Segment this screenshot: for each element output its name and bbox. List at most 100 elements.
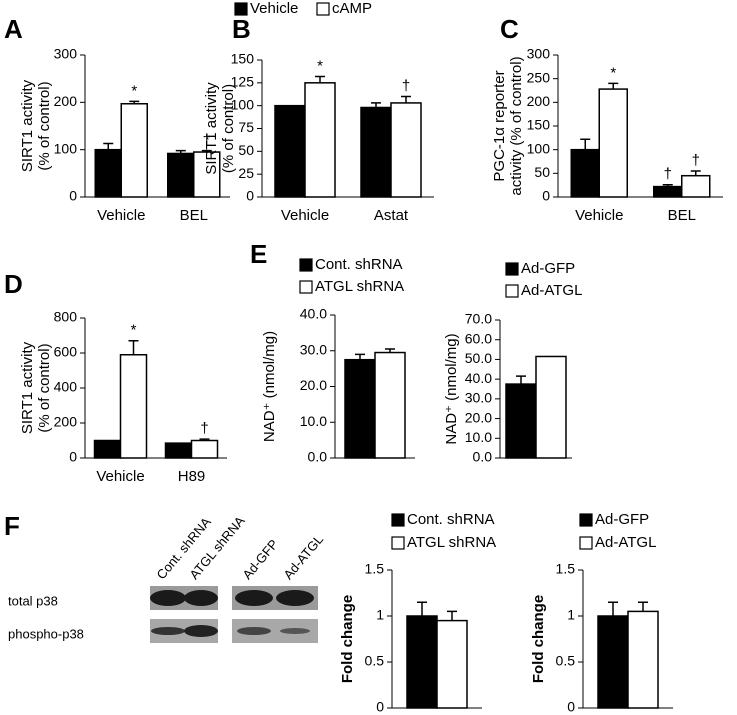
annotation: *	[317, 57, 323, 74]
y-axis-label: NAD⁺ (nmol/mg)	[443, 333, 460, 444]
bar	[570, 148, 600, 198]
y-tick-label: 100	[527, 140, 551, 156]
lane-label: Ad-ATGL	[280, 532, 326, 582]
error-bar	[128, 340, 139, 355]
y-axis-label: Fold change	[530, 595, 547, 683]
y-axis-label: NAD⁺ (nmol/mg)	[261, 331, 278, 442]
y-tick-label: 800	[54, 309, 78, 325]
annotation: †	[200, 420, 208, 437]
y-tick-label: 250	[527, 69, 551, 85]
bar	[344, 358, 376, 459]
y-tick-label: 75	[238, 119, 254, 135]
bar	[390, 102, 422, 198]
legend-label: Ad-GFP	[595, 511, 649, 528]
y-tick-label: 300	[527, 46, 551, 62]
y-axis-label: (% of control)	[36, 343, 53, 432]
legend-label: Cont. shRNA	[407, 511, 495, 528]
bar	[597, 615, 629, 709]
bar	[94, 148, 122, 198]
error-bar	[199, 438, 210, 441]
y-tick-label: 0	[69, 188, 77, 204]
error-bar	[401, 95, 411, 103]
y-axis-label: (% of control)	[220, 84, 237, 173]
y-tick-label: 1.5	[556, 561, 576, 577]
y-tick-label: 50	[534, 164, 550, 180]
bar	[598, 88, 628, 198]
error-bar	[385, 348, 395, 353]
x-tick-label: Vehicle	[96, 468, 144, 485]
y-tick-label: 20.0	[300, 377, 327, 393]
y-tick-label: 40.0	[465, 370, 492, 386]
y-tick-label: 20.0	[465, 409, 492, 425]
band	[184, 625, 218, 637]
y-tick-label: 30.0	[300, 341, 327, 357]
error-bar	[580, 138, 591, 150]
y-tick-label: 50	[238, 142, 254, 158]
bar	[193, 151, 221, 198]
legend-swatch	[579, 513, 593, 527]
y-tick-label: 600	[54, 344, 78, 360]
bar	[190, 439, 219, 459]
x-tick-label: Vehicle	[575, 207, 623, 224]
legend-swatch	[316, 2, 330, 16]
bar	[274, 104, 306, 198]
bar	[167, 152, 195, 198]
y-tick-label: 0	[69, 449, 77, 465]
y-axis-label: activity (% of control)	[508, 56, 525, 195]
legend-label: ATGL shRNA	[407, 534, 496, 551]
legend-label: ATGL shRNA	[315, 278, 404, 295]
legend-label: Ad-ATGL	[595, 534, 656, 551]
error-bar	[355, 353, 365, 360]
y-tick-label: 200	[54, 93, 78, 109]
legend-label: cAMP	[332, 0, 372, 17]
x-tick-label: Vehicle	[281, 207, 329, 224]
legend-swatch	[299, 258, 313, 272]
panel-letter: C	[500, 14, 519, 44]
y-axis-label: PGC-1α reporter	[491, 70, 508, 181]
legend-swatch	[579, 536, 593, 550]
y-tick-label: 0.0	[473, 449, 493, 465]
y-tick-label: 150	[527, 117, 551, 133]
y-axis-label: Fold change	[339, 595, 356, 683]
y-axis-label: SIRT1 activity	[203, 82, 220, 175]
bar	[164, 442, 193, 459]
bar	[93, 439, 122, 459]
y-tick-label: 125	[231, 74, 255, 90]
y-tick-label: 0	[567, 699, 575, 715]
error-bar	[129, 100, 140, 104]
legend-swatch	[234, 2, 248, 16]
y-axis-label: SIRT1 activity	[19, 79, 36, 172]
band	[150, 590, 186, 606]
error-bar	[690, 170, 701, 176]
bar	[374, 351, 406, 459]
y-tick-label: 25	[238, 165, 254, 181]
error-bar	[662, 183, 673, 187]
bar	[406, 615, 438, 709]
error-bar	[175, 149, 186, 154]
band	[280, 628, 310, 634]
bar	[627, 610, 659, 709]
y-tick-label: 0.0	[308, 449, 328, 465]
legend-swatch	[505, 262, 519, 276]
y-axis-label: SIRT1 activity	[19, 341, 36, 434]
y-tick-label: 100	[54, 140, 78, 156]
annotation: *	[131, 322, 137, 339]
y-tick-label: 10.0	[300, 413, 327, 429]
y-tick-label: 1	[567, 607, 575, 623]
y-tick-label: 200	[54, 414, 78, 430]
y-tick-label: 1	[376, 607, 384, 623]
x-tick-label: Vehicle	[97, 207, 145, 224]
western-blot	[150, 586, 318, 643]
error-bar	[608, 82, 619, 90]
x-tick-label: BEL	[180, 207, 208, 224]
legend-swatch	[391, 536, 405, 550]
lane-label: Ad-GFP	[239, 537, 281, 583]
y-tick-label: 40.0	[300, 306, 327, 322]
y-tick-label: 60.0	[465, 330, 492, 346]
bar	[360, 106, 392, 198]
x-tick-label: BEL	[668, 207, 696, 224]
annotation: †	[402, 78, 410, 95]
y-tick-label: 10.0	[465, 429, 492, 445]
legend-swatch	[391, 513, 405, 527]
